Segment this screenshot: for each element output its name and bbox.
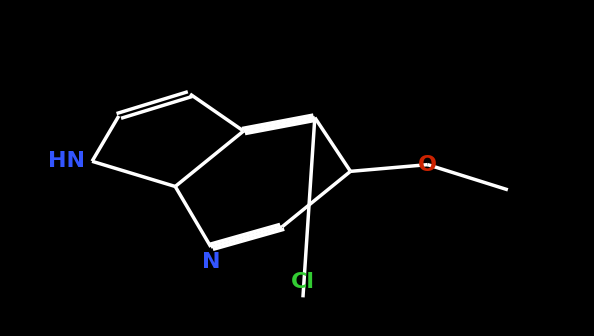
Text: HN: HN (48, 151, 85, 171)
Text: O: O (418, 155, 437, 175)
Text: N: N (201, 252, 220, 272)
Text: Cl: Cl (291, 272, 315, 292)
